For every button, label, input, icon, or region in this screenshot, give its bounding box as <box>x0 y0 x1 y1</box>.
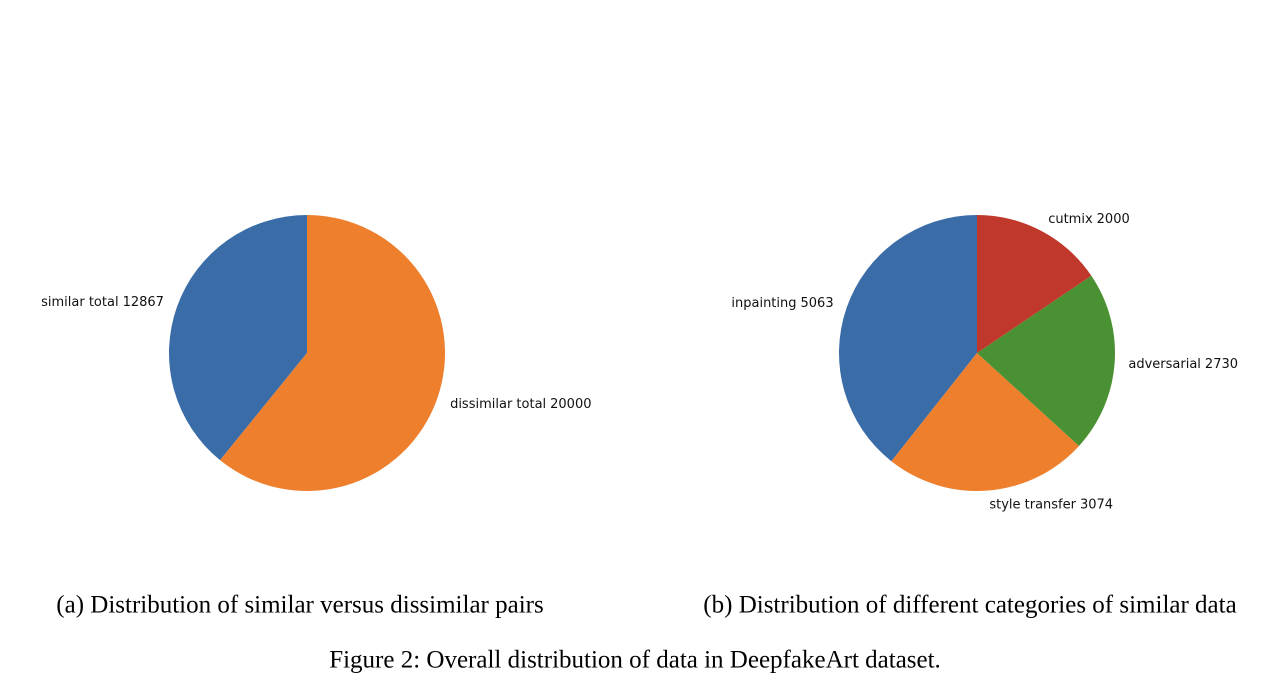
pie-slice <box>891 353 1080 492</box>
pie-slice <box>977 215 1092 353</box>
slice-value: 2730 <box>1205 356 1238 371</box>
slice-label: cutmix 2000 <box>1048 211 1130 226</box>
slice-value: 20000 <box>550 396 591 411</box>
slice-label: adversarial 2730 <box>1128 356 1238 371</box>
slice-label: dissimilar total 20000 <box>450 396 591 411</box>
subcaption: (a) Distribution of similar versus dissi… <box>56 592 543 619</box>
subcaption: (b) Distribution of different categories… <box>703 592 1236 619</box>
slice-label: inpainting 5063 <box>731 296 833 311</box>
slice-value: 3074 <box>1080 497 1113 512</box>
slice-value: 12867 <box>123 295 164 310</box>
figure-caption: Figure 2: Overall distribution of data i… <box>329 647 941 674</box>
pie-slice <box>977 275 1115 446</box>
slice-label: similar total 12867 <box>41 295 164 310</box>
slice-name: similar total <box>41 295 118 310</box>
slice-name: style transfer <box>989 497 1076 512</box>
slice-name: cutmix <box>1048 211 1093 226</box>
pie-slice <box>169 215 307 461</box>
pie-slice <box>220 215 445 491</box>
slice-name: dissimilar total <box>450 396 546 411</box>
slice-label: style transfer 3074 <box>989 497 1113 512</box>
slice-name: adversarial <box>1128 356 1201 371</box>
slice-value: 2000 <box>1097 211 1130 226</box>
slice-name: inpainting <box>731 296 796 311</box>
slice-value: 5063 <box>801 296 834 311</box>
pie-slice <box>839 215 977 462</box>
